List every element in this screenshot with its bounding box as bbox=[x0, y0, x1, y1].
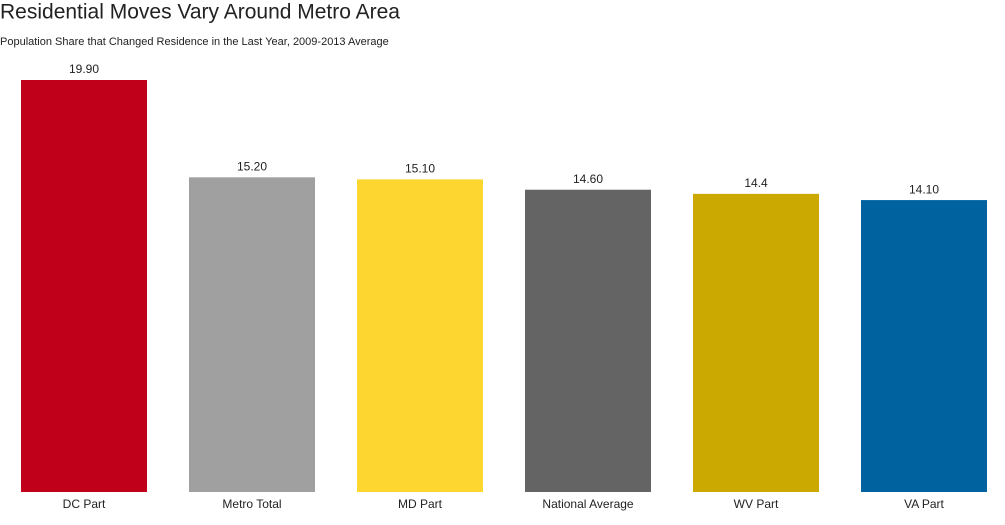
value-label: 15.20 bbox=[237, 159, 267, 173]
value-label: 14.60 bbox=[573, 172, 603, 186]
x-tick-label: Metro Total bbox=[222, 497, 281, 511]
x-tick-label: WV Part bbox=[734, 497, 779, 511]
bar bbox=[525, 189, 651, 492]
value-label: 14.4 bbox=[744, 176, 768, 190]
bar bbox=[21, 80, 147, 492]
value-label: 15.10 bbox=[405, 162, 435, 176]
x-tick-label: MD Part bbox=[398, 497, 443, 511]
x-tick-label: DC Part bbox=[63, 497, 106, 511]
chart-subtitle: Population Share that Changed Residence … bbox=[0, 36, 389, 48]
chart-title: Residential Moves Vary Around Metro Area bbox=[0, 1, 400, 24]
bar bbox=[357, 179, 483, 492]
bar bbox=[189, 177, 315, 493]
value-label: 14.10 bbox=[909, 182, 939, 196]
x-tick-label: National Average bbox=[542, 497, 634, 511]
bar bbox=[861, 200, 987, 493]
value-label: 19.90 bbox=[69, 62, 99, 76]
x-tick-label: VA Part bbox=[904, 497, 944, 511]
bar bbox=[693, 193, 819, 492]
